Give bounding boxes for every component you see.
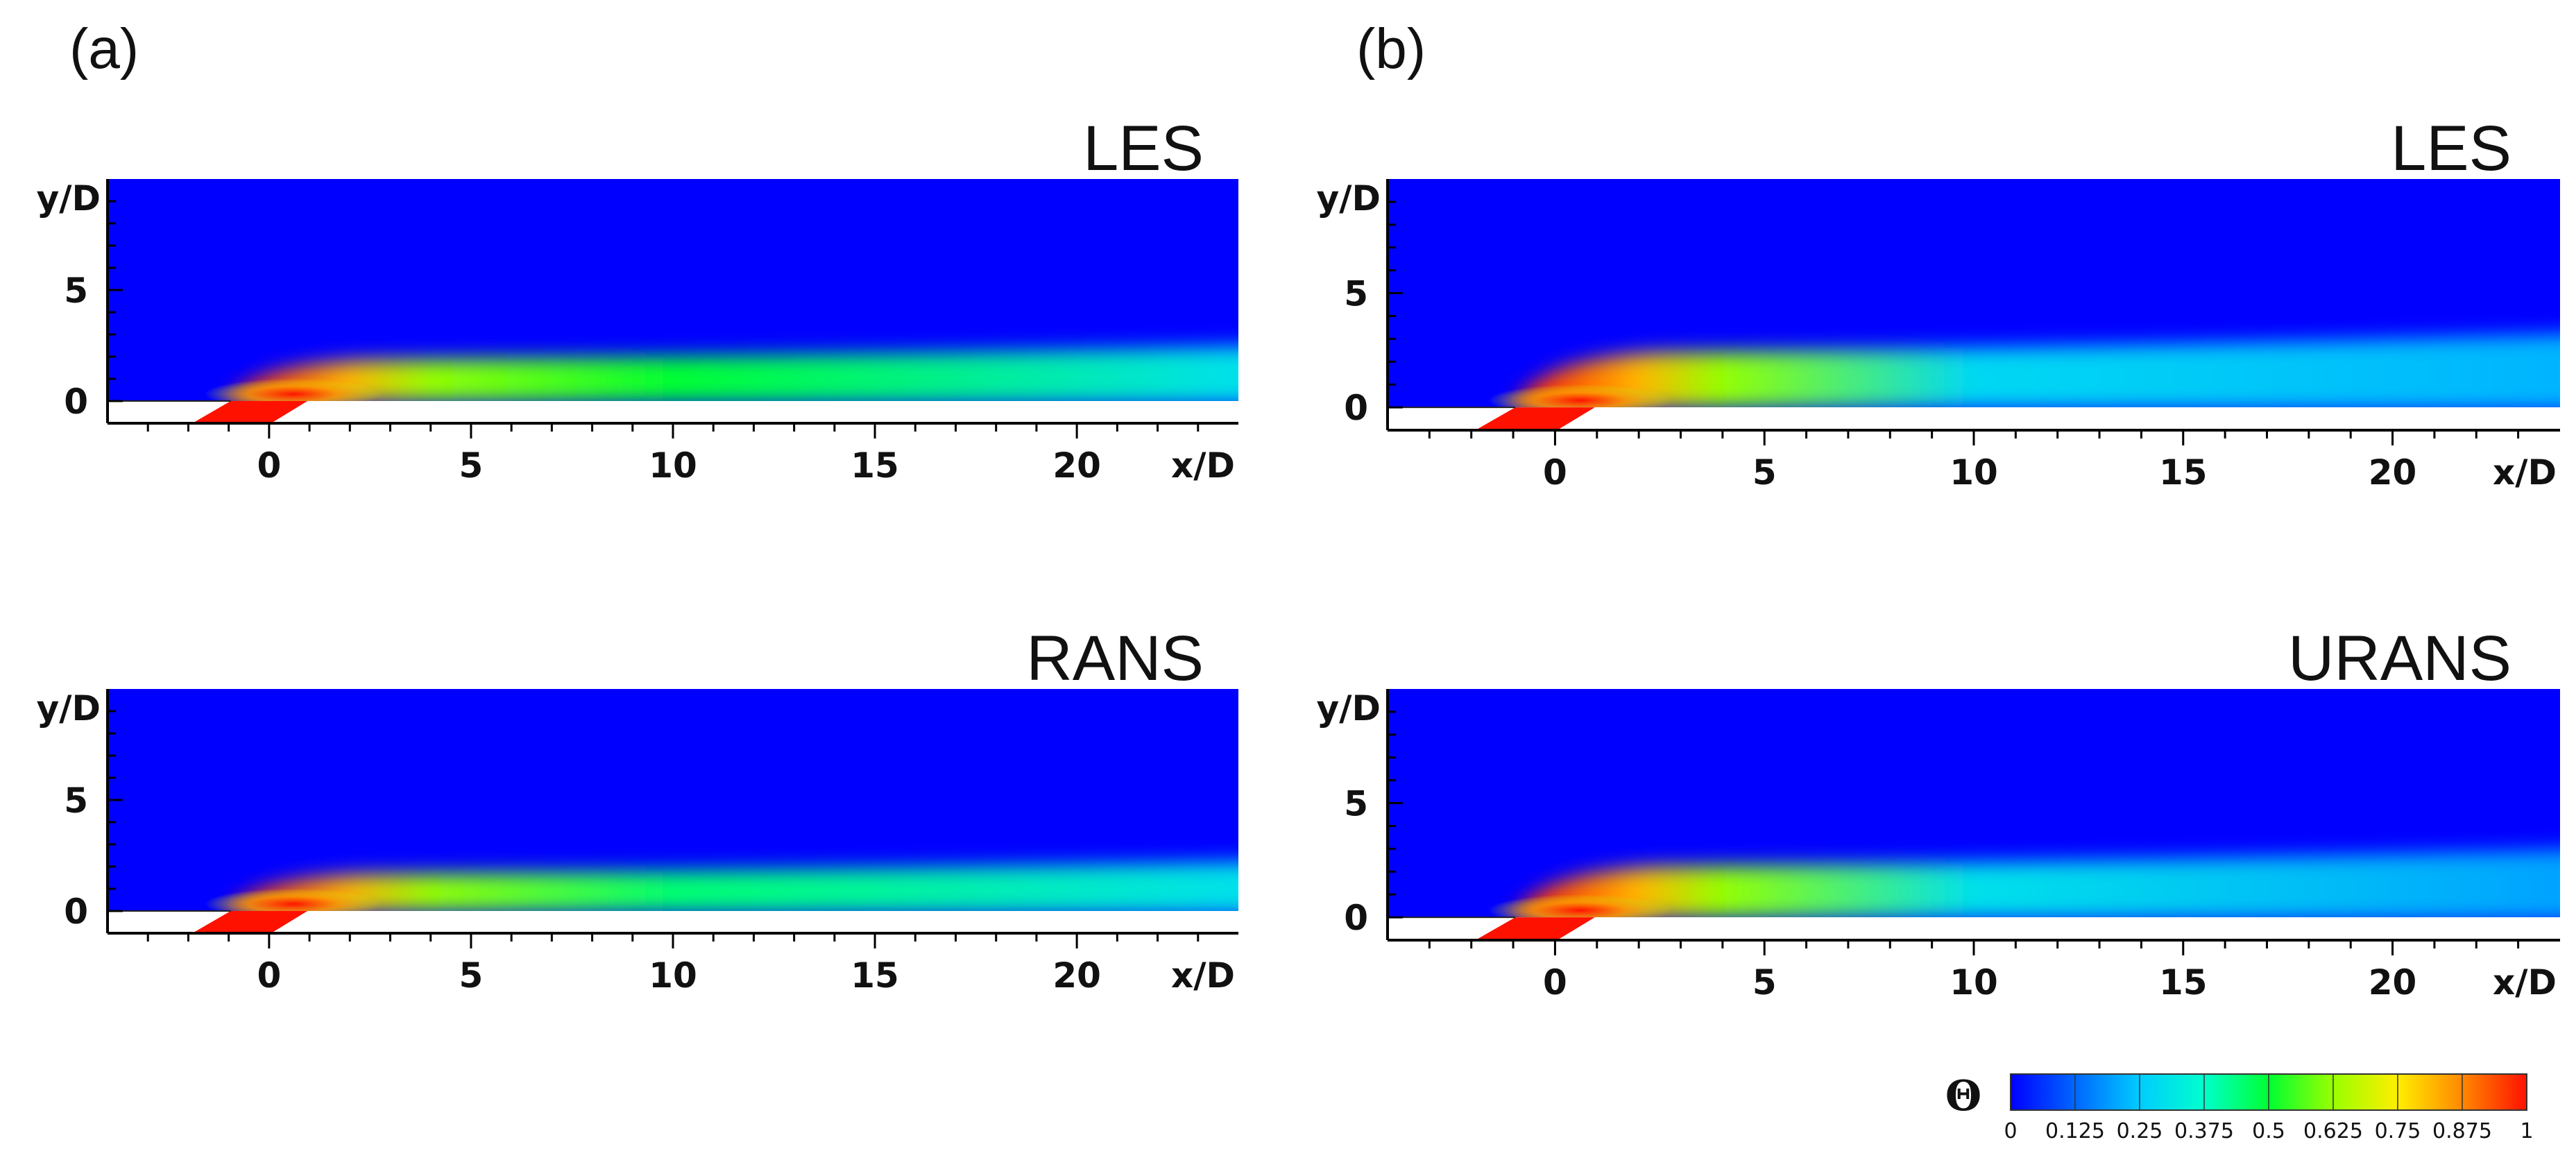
colorbar-tick-label: 0 <box>2004 1119 2017 1143</box>
colorbar-tick-label: 0.375 <box>2174 1119 2234 1143</box>
jet-core <box>204 888 382 911</box>
colorbar-tick-label: 0.125 <box>2045 1119 2105 1143</box>
colorbar-tick-label: 1 <box>2520 1119 2533 1143</box>
x-tick-label: 0 <box>1543 452 1567 493</box>
x-tick-label: 15 <box>2159 962 2208 1003</box>
x-axis-label: x/D <box>1171 445 1235 486</box>
panel-label-a: (a) <box>69 17 139 80</box>
x-tick-label: 20 <box>1052 445 1101 486</box>
jet-core <box>1487 384 1673 408</box>
x-tick-label: 10 <box>649 955 697 996</box>
colorbar: Θ 0 0.125 0.25 0.375 0.5 0.625 0.75 0.875 1 <box>1945 1072 2534 1143</box>
jet-core <box>204 378 382 401</box>
y-tick-label: 0 <box>64 382 88 422</box>
x-tick-label: 0 <box>257 955 281 996</box>
x-tick-label: 20 <box>1052 955 1101 996</box>
y-tick-label: 0 <box>1344 898 1368 938</box>
plot-title: LES <box>2391 113 2511 184</box>
colorbar-tick-label: 0.875 <box>2432 1119 2492 1143</box>
plot-title: URANS <box>2288 623 2511 694</box>
plot-les-b: LES 0 5 10 15 20 0 5 x/D y/D <box>1317 113 2560 493</box>
y-tick-label: 5 <box>1344 274 1368 314</box>
injection-hole <box>1475 917 1595 940</box>
x-tick-label: 5 <box>459 445 484 486</box>
colorbar-symbol: Θ <box>1945 1072 1981 1121</box>
jet-plume <box>228 346 1238 401</box>
plot-les-a: LES 0 5 10 15 20 0 5 x/D y/D <box>37 113 1238 486</box>
jet-core <box>1487 894 1673 918</box>
y-axis-label: y/D <box>1317 178 1381 219</box>
x-tick-label: 0 <box>257 445 281 486</box>
y-tick-label: 0 <box>1344 388 1368 428</box>
colorbar-tick-label: 0.625 <box>2303 1119 2363 1143</box>
plot-urans-b: URANS 0 5 10 15 20 0 5 x/D y/D <box>1317 623 2560 1003</box>
y-axis-label: y/D <box>37 178 101 219</box>
x-tick-label: 10 <box>1950 962 1998 1003</box>
x-tick-label: 10 <box>649 445 697 486</box>
jet-plume <box>1513 850 2560 918</box>
colorbar-tick-label: 0.5 <box>2252 1119 2285 1143</box>
injection-hole <box>192 401 308 423</box>
injection-hole <box>192 911 308 933</box>
x-tick-label: 15 <box>851 445 899 486</box>
injection-hole <box>1475 407 1595 430</box>
plot-title: LES <box>1083 113 1204 184</box>
y-axis-label: y/D <box>37 688 101 729</box>
colorbar-ticks <box>2074 1074 2463 1110</box>
y-tick-label: 0 <box>64 892 88 932</box>
colorbar-tick-labels: 0 0.125 0.25 0.375 0.5 0.625 0.75 0.875 1 <box>2004 1119 2533 1143</box>
x-tick-label: 15 <box>2159 452 2208 493</box>
y-tick-label: 5 <box>64 271 88 311</box>
x-tick-label: 0 <box>1543 962 1567 1003</box>
y-tick-label: 5 <box>64 781 88 821</box>
plot-rans-a: RANS 0 5 10 15 20 0 5 x/D y/D <box>37 623 1238 996</box>
x-tick-label: 5 <box>459 955 484 996</box>
x-tick-label: 20 <box>2369 452 2417 493</box>
plot-title: RANS <box>1026 623 1204 694</box>
jet-plume <box>1513 334 2560 408</box>
x-axis-label: x/D <box>2493 452 2557 493</box>
colorbar-tick-label: 0.75 <box>2375 1119 2421 1143</box>
panel-label-b: (b) <box>1356 17 1426 80</box>
x-axis-label: x/D <box>2493 962 2557 1003</box>
x-tick-label: 5 <box>1752 962 1777 1003</box>
x-tick-label: 5 <box>1752 452 1777 493</box>
jet-plume <box>228 862 1238 911</box>
colorbar-tick-label: 0.25 <box>2117 1119 2163 1143</box>
y-tick-label: 5 <box>1344 784 1368 824</box>
x-axis-label: x/D <box>1171 955 1235 996</box>
y-axis-label: y/D <box>1317 688 1381 729</box>
x-tick-label: 15 <box>851 955 899 996</box>
x-tick-label: 20 <box>2369 962 2417 1003</box>
x-tick-label: 10 <box>1950 452 1998 493</box>
